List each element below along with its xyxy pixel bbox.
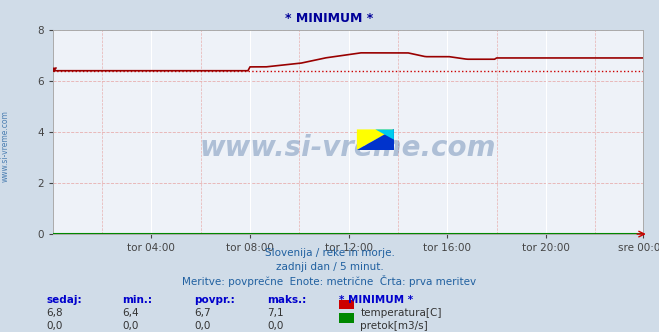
Text: 6,4: 6,4 — [122, 308, 138, 318]
Text: maks.:: maks.: — [267, 295, 306, 305]
Text: 6,8: 6,8 — [46, 308, 63, 318]
Text: * MINIMUM *: * MINIMUM * — [339, 295, 413, 305]
Text: 0,0: 0,0 — [267, 321, 283, 331]
Text: 6,7: 6,7 — [194, 308, 211, 318]
Text: www.si-vreme.com: www.si-vreme.com — [200, 134, 496, 162]
Text: * MINIMUM *: * MINIMUM * — [285, 12, 374, 25]
Polygon shape — [376, 129, 394, 140]
Polygon shape — [357, 129, 394, 150]
Text: 0,0: 0,0 — [194, 321, 211, 331]
Text: 7,1: 7,1 — [267, 308, 283, 318]
Text: sedaj:: sedaj: — [46, 295, 82, 305]
Text: 0,0: 0,0 — [122, 321, 138, 331]
Text: 0,0: 0,0 — [46, 321, 63, 331]
Text: min.:: min.: — [122, 295, 152, 305]
Text: zadnji dan / 5 minut.: zadnji dan / 5 minut. — [275, 262, 384, 272]
Text: Slovenija / reke in morje.: Slovenija / reke in morje. — [264, 248, 395, 258]
Text: Meritve: povprečne  Enote: metrične  Črta: prva meritev: Meritve: povprečne Enote: metrične Črta:… — [183, 275, 476, 287]
Text: www.si-vreme.com: www.si-vreme.com — [1, 110, 10, 182]
Text: pretok[m3/s]: pretok[m3/s] — [360, 321, 428, 331]
Text: povpr.:: povpr.: — [194, 295, 235, 305]
Polygon shape — [357, 129, 394, 150]
Text: temperatura[C]: temperatura[C] — [360, 308, 442, 318]
